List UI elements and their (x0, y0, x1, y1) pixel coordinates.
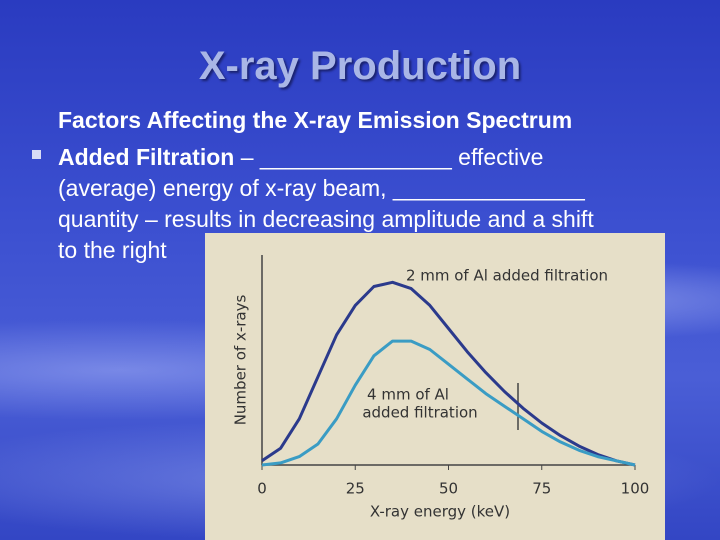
x-tick-label: 100 (621, 480, 650, 498)
slide-title: X-ray Production (198, 44, 522, 88)
subtitle: Factors Affecting the X-ray Emission Spe… (58, 107, 573, 133)
bullet-marker (32, 150, 41, 159)
bullet: Added Filtration – _______________ effec… (58, 142, 594, 266)
chart: 2 mm of Al added filtration 4 mm of Al a… (205, 233, 665, 540)
bullet-line: (average) energy of x-ray beam, ________… (58, 175, 585, 201)
bullet-line: to the right (58, 237, 167, 263)
x-tick-label: 75 (532, 480, 551, 498)
bullet-text: – _______________ effective (240, 144, 544, 170)
x-tick-label: 25 (346, 480, 365, 498)
y-axis-label: Number of x-rays (232, 295, 250, 426)
bullet-line: quantity – results in decreasing amplitu… (58, 206, 594, 232)
annotation: 4 mm of Al (367, 386, 449, 404)
x-axis-label: X-ray energy (keV) (370, 503, 510, 521)
bullet-line: Added Filtration – _______________ effec… (58, 142, 594, 173)
chart-background (205, 233, 665, 540)
bullet-label: Added Filtration (58, 144, 235, 170)
series-line (261, 280, 636, 467)
annotation: added filtration (362, 404, 477, 422)
x-tick-label: 50 (439, 480, 458, 498)
annotation: 2 mm of Al added filtration (406, 267, 608, 285)
series-line (261, 339, 636, 467)
x-tick-label: 0 (257, 480, 267, 498)
